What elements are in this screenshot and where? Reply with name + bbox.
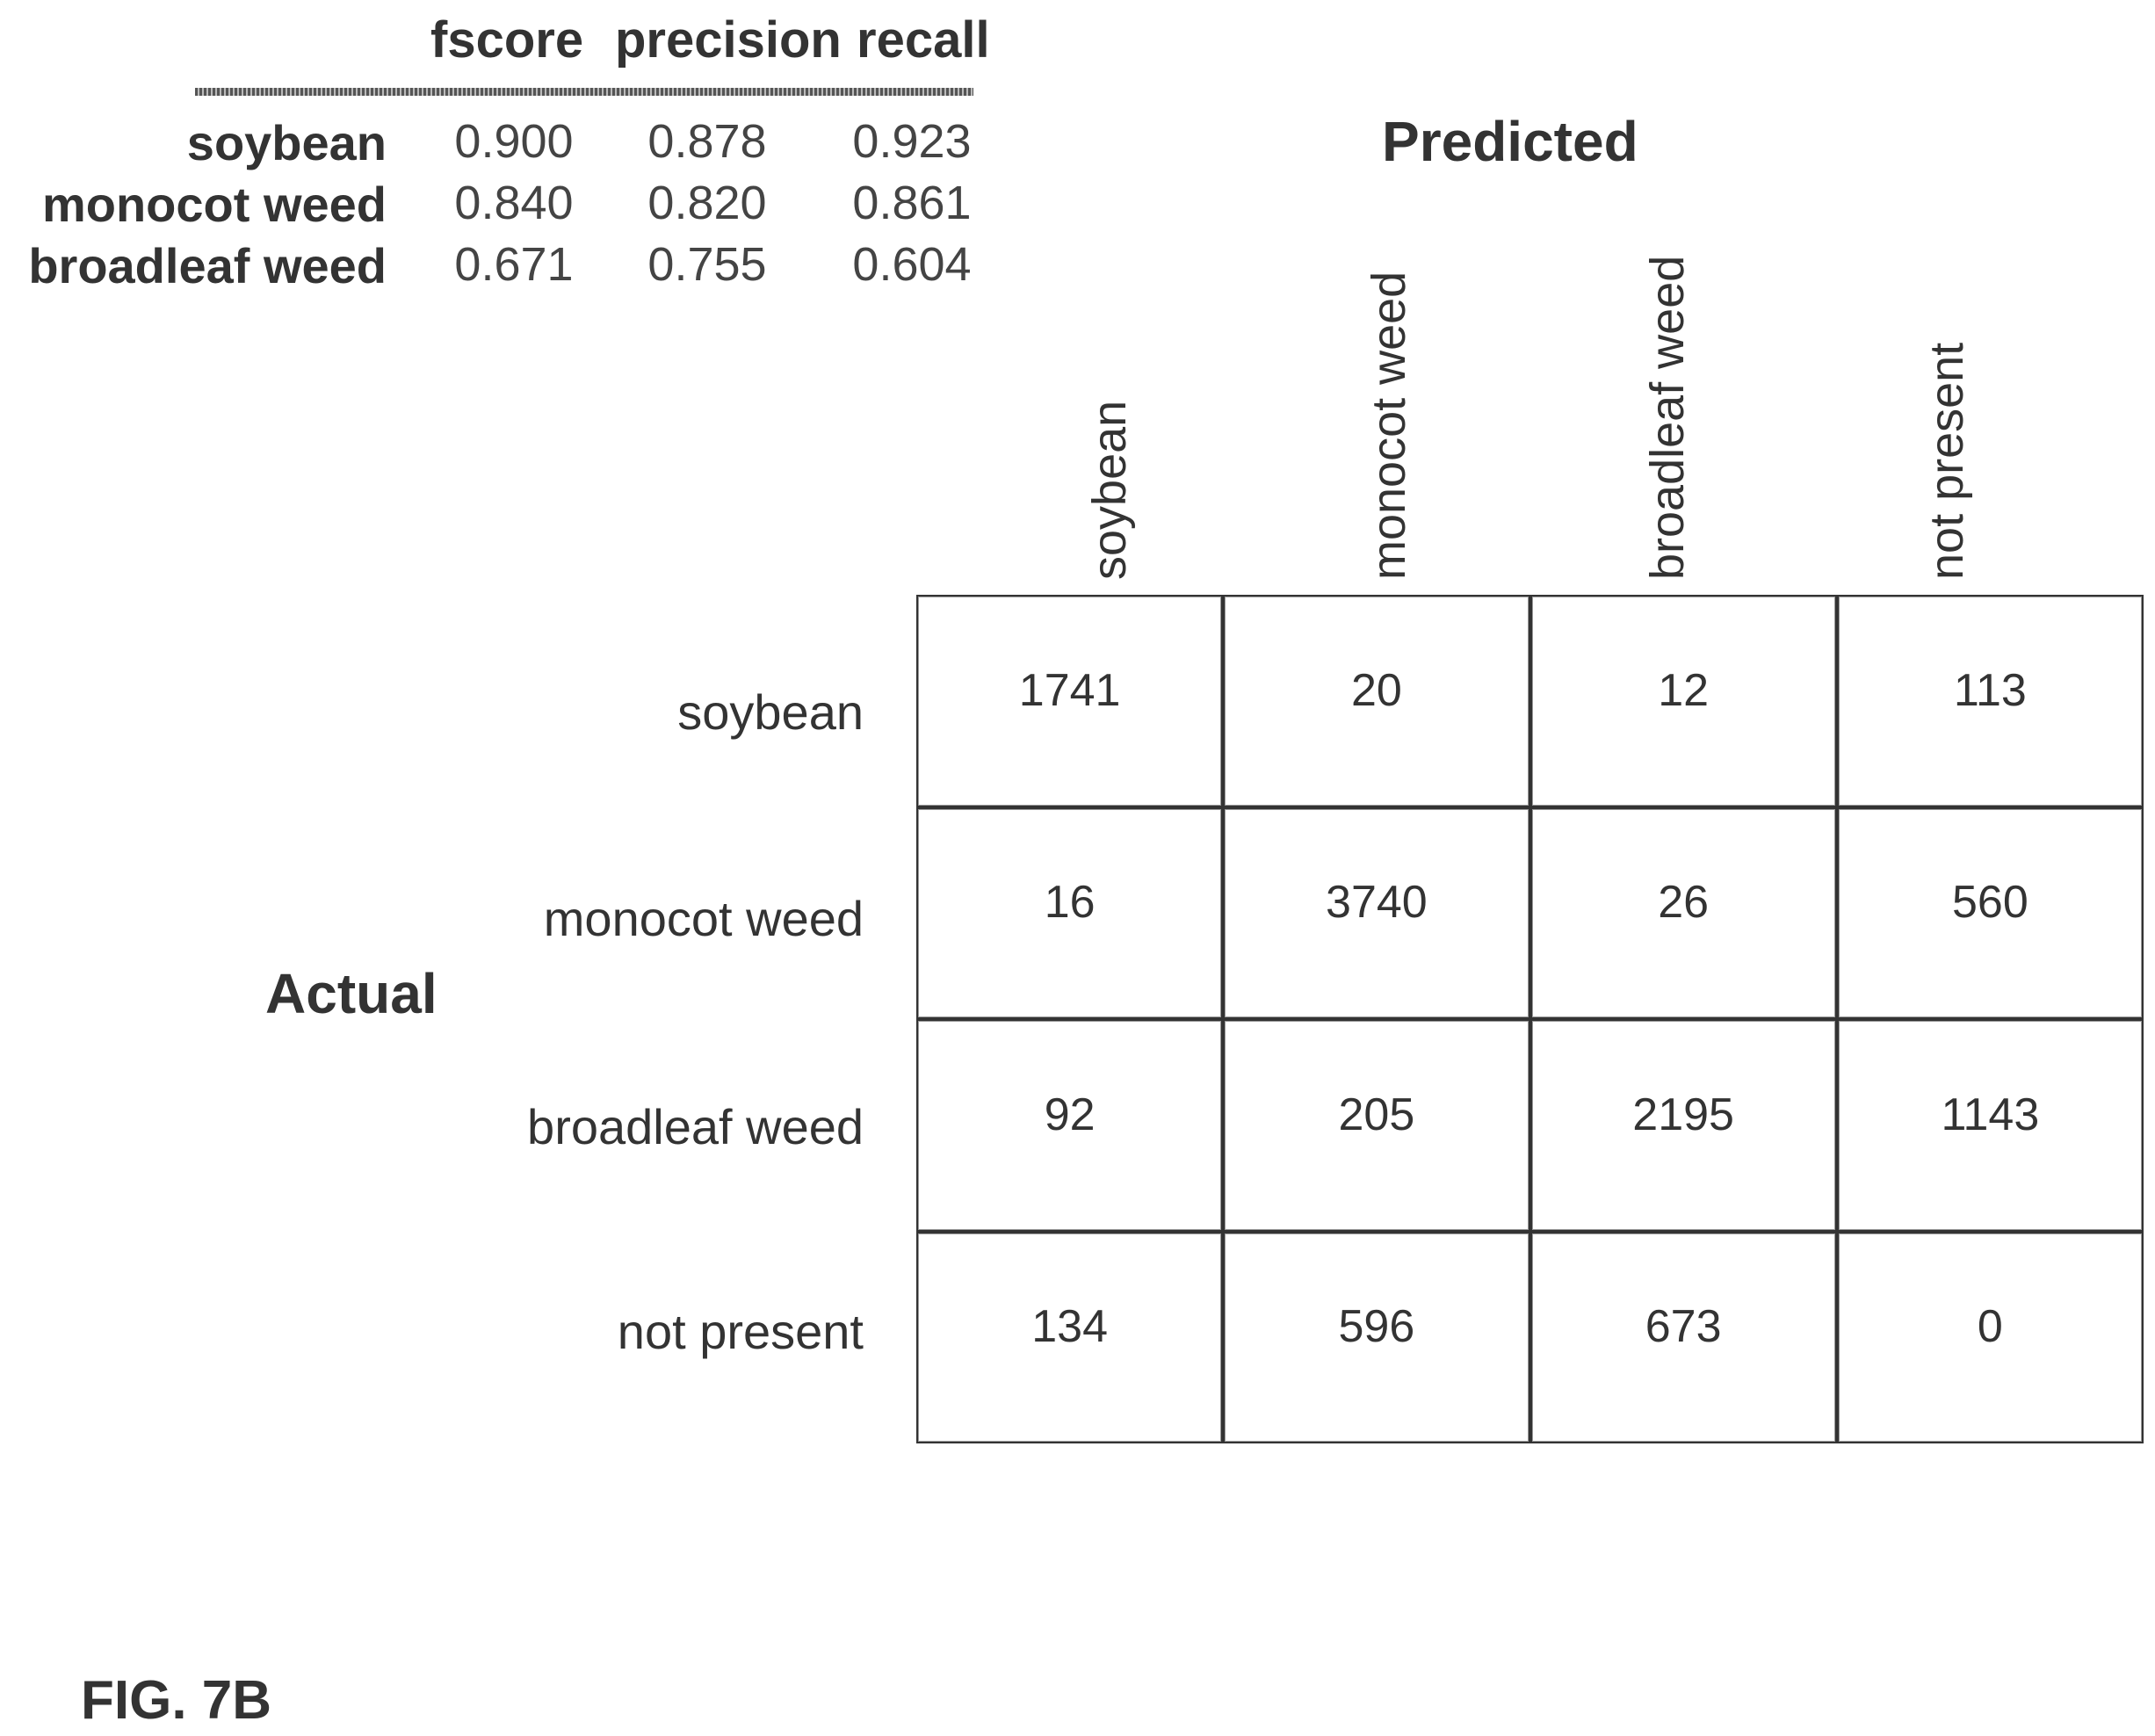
column-label: soybean [1083,400,1136,580]
metric-header-precision: precision [615,11,842,69]
matrix-cell: 26 [1529,807,1837,1019]
metric-value: 0.840 [454,177,574,229]
row-label: not present [617,1304,864,1359]
matrix-cell: 3740 [1223,807,1530,1019]
column-label: monocot weed [1363,271,1415,580]
row-label: monocot weed [543,891,864,946]
metric-row-label: soybean [186,115,387,170]
matrix-cell-value: 0 [1977,1301,2003,1353]
metric-value: 0.671 [454,238,574,291]
matrix-cell-value: 12 [1658,664,1710,716]
metric-value: 0.755 [647,238,767,291]
metric-value: 0.878 [647,115,767,168]
row-label: soybean [677,684,864,740]
matrix-cell: 113 [1836,595,2144,807]
matrix-cell: 0 [1836,1231,2144,1443]
matrix-cell-value: 20 [1350,664,1402,716]
metric-row-label: monocot weed [41,177,387,232]
metric-row-label: broadleaf weed [28,238,387,293]
matrix-cell-value: 92 [1044,1089,1096,1140]
metric-value: 0.820 [647,177,767,229]
matrix-cell: 205 [1223,1019,1530,1232]
matrix-cell: 134 [916,1231,1224,1443]
metrics-header-rule [195,88,973,96]
matrix-cell-value: 134 [1031,1301,1108,1353]
matrix-cell: 20 [1223,595,1530,807]
metric-value: 0.900 [454,115,574,168]
column-label: broadleaf weed [1641,255,1694,580]
matrix-cell-value: 1741 [1018,664,1121,716]
matrix-cell-value: 113 [1953,664,2027,716]
matrix-cell-value: 205 [1338,1089,1415,1140]
matrix-cell-value: 596 [1338,1301,1415,1353]
matrix-cell: 92 [916,1019,1224,1232]
matrix-cell: 560 [1836,807,2144,1019]
matrix-cell: 2195 [1529,1019,1837,1232]
matrix-cell: 596 [1223,1231,1530,1443]
metric-header-recall: recall [857,11,990,69]
metric-value: 0.604 [852,238,972,291]
column-label: not present [1920,342,1973,580]
figure-label: FIG. 7B [81,1670,272,1731]
matrix-cell-value: 560 [1951,877,2028,929]
matrix-cell-value: 26 [1658,877,1710,929]
matrix-cell: 1741 [916,595,1224,807]
confusion-matrix: 1741 20 12 113 16 3740 26 560 92 205 2195 1143 134 59… [916,595,2144,1443]
matrix-cell-value: 1143 [1941,1089,2040,1140]
metric-value: 0.861 [852,177,972,229]
matrix-cell-value: 3740 [1326,877,1428,929]
matrix-cell: 1143 [1836,1019,2144,1232]
row-label: broadleaf weed [527,1099,864,1154]
matrix-cell-value: 16 [1044,877,1096,929]
matrix-cell: 673 [1529,1231,1837,1443]
x-axis-title: Predicted [1382,110,1638,173]
matrix-cell: 12 [1529,595,1837,807]
metric-header-fscore: fscore [430,11,584,69]
matrix-cell-value: 2195 [1632,1089,1734,1140]
metric-value: 0.923 [852,115,972,168]
matrix-cell: 16 [916,807,1224,1019]
y-axis-title: Actual [265,962,438,1025]
matrix-cell-value: 673 [1645,1301,1722,1353]
